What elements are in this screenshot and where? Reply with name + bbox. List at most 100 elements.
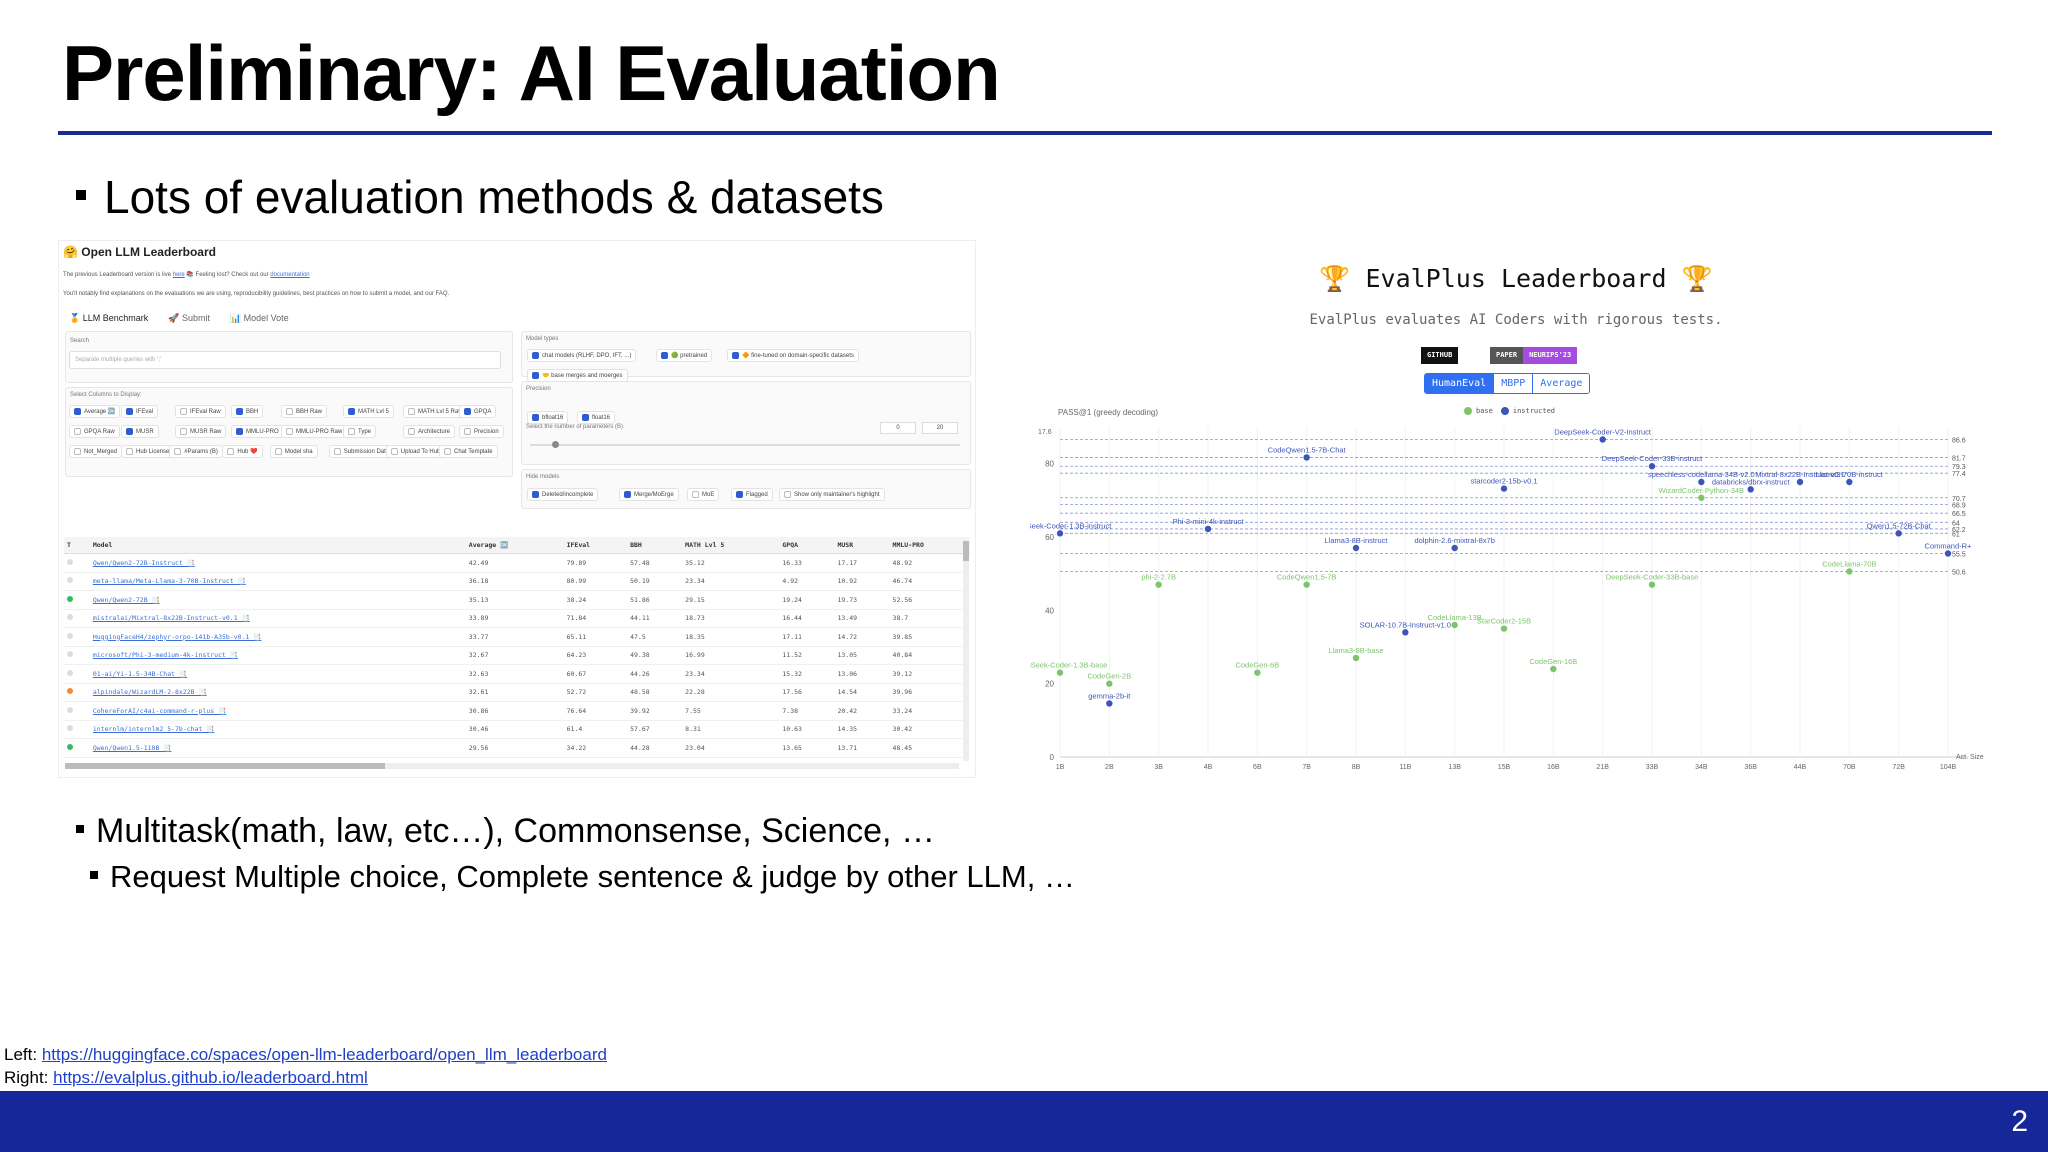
column-checkbox[interactable]: Model sha	[269, 445, 318, 458]
paper-badge[interactable]: PAPER NEURIPS'23	[1490, 347, 1578, 364]
checkbox-icon[interactable]	[126, 408, 133, 415]
checkbox-icon[interactable]	[74, 428, 81, 435]
column-header[interactable]: Model	[89, 537, 466, 554]
column-checkbox[interactable]: Average 🆗	[69, 405, 121, 418]
model-type-checkbox[interactable]: chat models (RLHF, DPO, IFT, ...)	[527, 349, 637, 362]
hide-checkbox[interactable]: Merge/MoErge	[619, 488, 679, 501]
checkbox-icon[interactable]	[582, 414, 589, 421]
checkbox-icon[interactable]	[236, 428, 243, 435]
source-left-link[interactable]: https://huggingface.co/spaces/open-llm-l…	[41, 1045, 607, 1064]
column-header[interactable]: GPQA	[779, 537, 835, 554]
column-header[interactable]: T	[64, 537, 90, 554]
params-max-input[interactable]: 20	[922, 422, 958, 434]
column-checkbox[interactable]: Hub License	[121, 445, 175, 458]
hide-checkbox[interactable]: Deleted/incomplete	[527, 488, 599, 501]
column-checkbox[interactable]: BBH Raw	[281, 405, 328, 418]
source-right-link[interactable]: https://evalplus.github.io/leaderboard.h…	[53, 1068, 368, 1087]
scrollbar-thumb[interactable]	[65, 763, 385, 769]
params-slider[interactable]	[530, 444, 960, 446]
checkbox-icon[interactable]	[408, 428, 415, 435]
column-checkbox[interactable]: #Params (B)	[169, 445, 223, 458]
search-input[interactable]: Separate multiple queries with ';'	[69, 351, 501, 369]
tab-average[interactable]: Average	[1533, 374, 1590, 393]
model-link[interactable]: HuggingFaceH4/zephyr-orpo-141b-A35b-v0.1…	[89, 627, 466, 647]
model-type-checkbox[interactable]: 🤝 base merges and moerges	[527, 369, 628, 382]
column-header[interactable]: BBH	[627, 537, 683, 554]
checkbox-icon[interactable]	[180, 428, 187, 435]
checkbox-icon[interactable]	[274, 448, 282, 455]
column-checkbox[interactable]: MMLU-PRO Raw	[281, 425, 348, 438]
checkbox-icon[interactable]	[174, 448, 182, 455]
tab-llm-benchmark[interactable]: 🏅 LLM Benchmark	[69, 313, 149, 323]
checkbox-icon[interactable]	[464, 408, 471, 415]
column-checkbox[interactable]: Precision	[459, 425, 504, 438]
checkbox-icon[interactable]	[532, 352, 539, 359]
column-checkbox[interactable]: Submission Date	[328, 445, 395, 458]
hide-checkbox[interactable]: Flagged	[731, 488, 773, 501]
precision-checkbox[interactable]: bfloat16	[527, 411, 569, 424]
tab-mbpp[interactable]: MBPP	[1494, 374, 1534, 393]
checkbox-icon[interactable]	[180, 408, 187, 415]
checkbox-icon[interactable]	[464, 428, 471, 435]
column-checkbox[interactable]: GPQA	[459, 405, 497, 418]
model-link[interactable]: alpindale/WizardLM-2-8x22B 📑	[89, 683, 466, 702]
checkbox-icon[interactable]	[732, 352, 739, 359]
column-checkbox[interactable]: Type	[343, 425, 377, 438]
column-checkbox[interactable]: MMLU-PRO	[231, 425, 284, 438]
checkbox-icon[interactable]	[286, 408, 293, 415]
checkbox-icon[interactable]	[390, 448, 398, 455]
checkbox-icon[interactable]	[532, 414, 539, 421]
vertical-scrollbar[interactable]	[963, 541, 969, 761]
model-link[interactable]: Qwen/Qwen2-72B-Instruct 📑	[89, 553, 466, 573]
checkbox-icon[interactable]	[624, 491, 631, 498]
column-checkbox[interactable]: MUSR Raw	[175, 425, 227, 438]
column-checkbox[interactable]: Hub ❤️	[222, 445, 263, 458]
model-link[interactable]: Qwen/Qwen1.5-110B 📑	[89, 738, 466, 758]
scrollbar-thumb[interactable]	[963, 541, 969, 561]
legend-instructed[interactable]: instructed	[1500, 407, 1555, 415]
column-checkbox[interactable]: MUSR	[121, 425, 159, 438]
checkbox-icon[interactable]	[784, 491, 791, 498]
checkbox-icon[interactable]	[532, 491, 539, 498]
column-checkbox[interactable]: IFEval	[121, 405, 159, 418]
column-header[interactable]: MUSR	[834, 537, 890, 554]
model-type-checkbox[interactable]: 🔶 fine-tuned on domain-specific datasets	[727, 349, 859, 362]
checkbox-icon[interactable]	[74, 448, 81, 455]
checkbox-icon[interactable]	[333, 448, 341, 455]
checkbox-icon[interactable]	[736, 491, 743, 498]
column-header[interactable]: MATH Lvl 5	[682, 537, 780, 554]
column-header[interactable]: Average 🆗	[465, 537, 564, 554]
checkbox-icon[interactable]	[126, 428, 133, 435]
column-header[interactable]: MMLU-PRO	[889, 537, 970, 554]
hide-checkbox[interactable]: MoE	[687, 488, 720, 501]
column-checkbox[interactable]: Architecture	[403, 425, 456, 438]
checkbox-icon[interactable]	[532, 372, 539, 379]
model-type-checkbox[interactable]: 🟢 pretrained	[656, 349, 713, 362]
checkbox-icon[interactable]	[348, 408, 355, 415]
model-link[interactable]: CohereForAI/c4ai-command-r-plus 📑	[89, 701, 466, 721]
github-badge[interactable]: GITHUB	[1421, 347, 1459, 364]
checkbox-icon[interactable]	[661, 352, 668, 359]
column-checkbox[interactable]: MATH Lvl 5 Raw	[403, 405, 468, 418]
legend-base[interactable]: base	[1464, 407, 1493, 415]
model-link[interactable]: meta-llama/Meta-Llama-3-70B-Instruct 📑	[89, 572, 466, 591]
checkbox-icon[interactable]	[227, 448, 235, 455]
column-checkbox[interactable]: GPQA Raw	[69, 425, 120, 438]
tab-model-vote[interactable]: 📊 Model Vote	[229, 313, 289, 323]
params-min-input[interactable]: 0	[880, 422, 916, 434]
horizontal-scrollbar[interactable]	[65, 763, 959, 769]
column-checkbox[interactable]: BBH	[231, 405, 264, 418]
column-checkbox[interactable]: Not_Merged	[69, 445, 123, 458]
column-checkbox[interactable]: Chat Template	[439, 445, 498, 458]
column-checkbox[interactable]: IFEval Raw	[175, 405, 226, 418]
documentation-link[interactable]: documentation	[270, 272, 310, 278]
checkbox-icon[interactable]	[692, 491, 699, 498]
hide-checkbox[interactable]: Show only maintainer's highlight	[779, 488, 885, 501]
precision-checkbox[interactable]: float16	[577, 411, 616, 424]
model-link[interactable]: internlm/internlm2_5-7b-chat 📑	[89, 720, 466, 739]
here-link[interactable]: here	[172, 272, 185, 278]
model-link[interactable]: 01-ai/Yi-1.5-34B-Chat 📑	[89, 664, 466, 684]
checkbox-icon[interactable]	[236, 408, 243, 415]
tab-submit[interactable]: 🚀 Submit	[168, 313, 210, 323]
checkbox-icon[interactable]	[126, 448, 133, 455]
